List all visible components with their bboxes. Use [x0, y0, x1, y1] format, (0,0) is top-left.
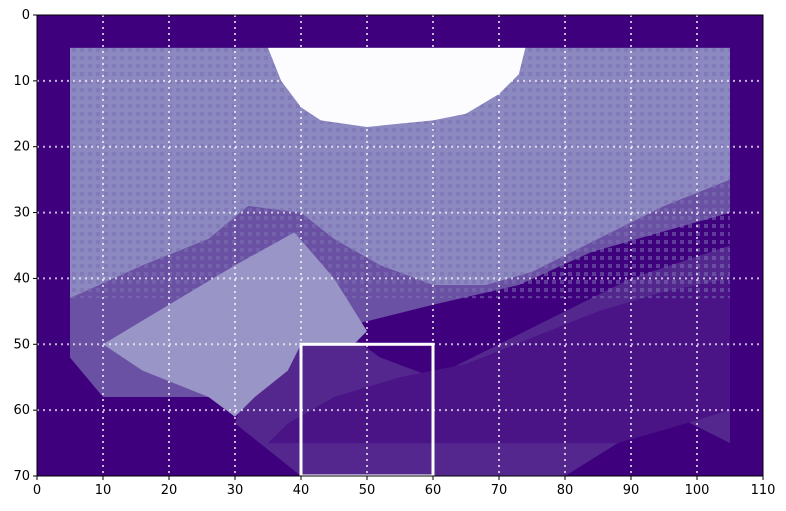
x-tick-label: 20: [161, 483, 178, 498]
y-tick-label: 10: [13, 74, 30, 89]
x-tick-label: 70: [491, 483, 508, 498]
x-tick-label: 50: [359, 483, 376, 498]
x-tick-label: 90: [623, 483, 640, 498]
axes-frame: [36, 14, 764, 477]
axes-border: [36, 14, 764, 477]
y-tick-label: 60: [13, 403, 30, 418]
axes-ticks: 0 10 20 30 40 50 60 70 80 90 100 110 0 10 20 30 40 50 60 70: [13, 8, 775, 498]
x-tick-label: 110: [751, 483, 776, 498]
y-tick-label: 0: [22, 8, 30, 23]
x-tick-label: 10: [95, 483, 112, 498]
x-tick-label: 30: [227, 483, 244, 498]
x-tick-label: 80: [557, 483, 574, 498]
y-tick-label: 20: [13, 140, 30, 155]
x-tick-label: 0: [33, 483, 41, 498]
grid: [37, 15, 763, 478]
x-tick-label: 60: [425, 483, 442, 498]
plot-area: [37, 15, 763, 476]
y-tick-label: 40: [13, 271, 30, 286]
x-tick-label: 100: [685, 483, 710, 498]
y-tick-label: 50: [13, 337, 30, 352]
region-white-cap: [268, 47, 526, 127]
x-tick-label: 40: [293, 483, 310, 498]
region-dark-band: [268, 278, 730, 444]
y-tick-label: 30: [13, 206, 30, 221]
region-mid-band-edge: [70, 344, 242, 417]
y-tick-label: 70: [13, 469, 30, 484]
